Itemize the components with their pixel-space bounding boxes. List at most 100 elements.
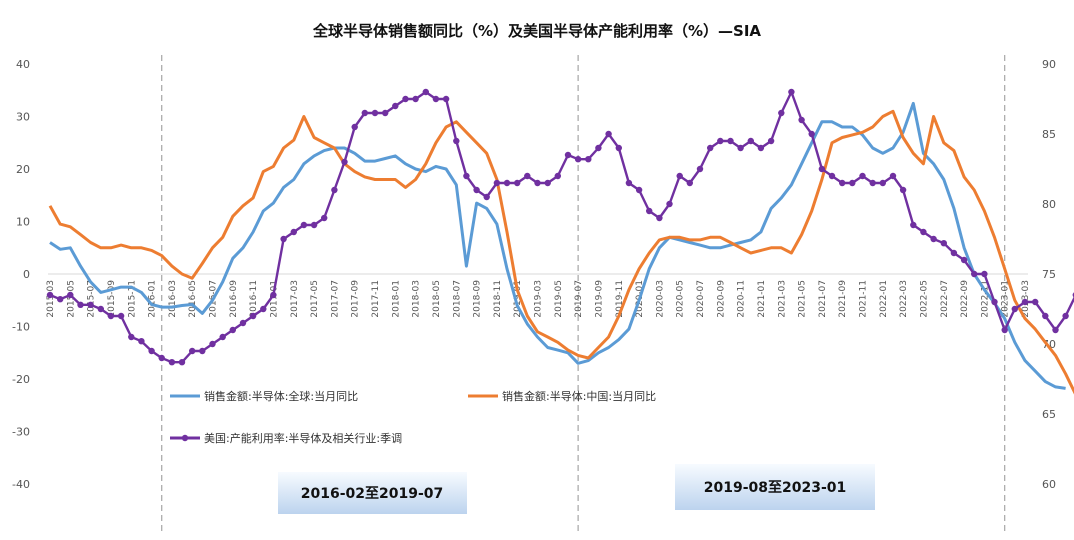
x-tick-label: 2019-07 xyxy=(574,280,584,318)
x-tick-label: 2020-11 xyxy=(737,280,747,318)
x-tick-label: 2020-03 xyxy=(655,280,665,318)
series-point xyxy=(971,270,978,278)
series-point xyxy=(788,88,795,96)
series-point xyxy=(727,137,734,145)
x-tick-label: 2019-09 xyxy=(594,280,604,318)
series-point xyxy=(991,298,998,306)
x-tick-label: 2015-05 xyxy=(66,280,76,318)
y-left-tick-label: 30 xyxy=(16,111,30,124)
x-tick-label: 2016-03 xyxy=(168,280,178,318)
x-tick-label: 2017-07 xyxy=(330,280,340,318)
legend: 销售金额:半导体:全球:当月同比 销售金额:半导体:中国:当月同比 美国:产能利… xyxy=(170,389,656,445)
x-tick-label: 2019-05 xyxy=(554,280,564,318)
series-point xyxy=(534,179,541,187)
x-tick-label: 2017-01 xyxy=(269,280,279,318)
series-point xyxy=(798,116,805,124)
series-point xyxy=(280,235,287,243)
series-point xyxy=(960,256,968,264)
series-point xyxy=(199,347,206,355)
series-point xyxy=(1062,312,1069,320)
series-point xyxy=(656,214,663,222)
series-point xyxy=(249,312,257,320)
series-point xyxy=(625,179,633,187)
x-tick-label: 2015-09 xyxy=(107,280,117,318)
legend-label-global: 销售金额:半导体:全球:当月同比 xyxy=(204,389,358,403)
series-point xyxy=(595,144,602,152)
series-point xyxy=(442,95,450,103)
x-tick-label: 2020-09 xyxy=(716,280,726,318)
x-tick-label: 2019-11 xyxy=(615,280,625,318)
y-left-tick-label: 0 xyxy=(23,268,30,281)
x-tick-label: 2019-01 xyxy=(513,280,523,318)
series-point xyxy=(412,95,419,103)
series-point xyxy=(676,172,683,180)
series-point xyxy=(564,151,572,159)
series-line-0 xyxy=(49,101,1066,390)
series-point xyxy=(585,156,592,163)
series-point xyxy=(514,179,521,187)
x-tick-label: 2021-03 xyxy=(777,280,787,318)
y-right-tick-label: 80 xyxy=(1042,198,1056,211)
series-point xyxy=(1042,312,1049,320)
series-point xyxy=(646,207,653,215)
series-point xyxy=(839,179,846,187)
series-point xyxy=(77,301,84,308)
x-tick-label: 2020-07 xyxy=(696,280,706,318)
series-point xyxy=(635,186,643,194)
x-tick-label: 2015-07 xyxy=(87,280,97,318)
series-point xyxy=(117,312,125,320)
x-tick-label: 2021-05 xyxy=(798,280,808,318)
x-tick-label: 2022-01 xyxy=(879,280,889,318)
series-point xyxy=(1021,298,1029,306)
legend-label-china: 销售金额:半导体:中国:当月同比 xyxy=(502,389,656,403)
series-point xyxy=(696,165,704,173)
series-point xyxy=(981,270,988,278)
x-tick-label: 2018-07 xyxy=(452,280,462,318)
x-tick-label: 2015-11 xyxy=(127,280,137,318)
series-point xyxy=(574,156,582,163)
series-point xyxy=(818,165,826,173)
x-tick-label: 2018-09 xyxy=(473,280,483,318)
series-point xyxy=(189,347,196,355)
series-point xyxy=(432,95,440,103)
x-tick-label: 2016-09 xyxy=(229,280,239,318)
series-point xyxy=(148,347,155,355)
x-tick-label: 2016-11 xyxy=(249,280,259,318)
series-point xyxy=(859,172,866,180)
y-right-tick-label: 85 xyxy=(1042,128,1056,141)
series-point xyxy=(1032,298,1039,306)
series-point xyxy=(331,186,338,194)
x-tick-label: 2017-11 xyxy=(371,280,381,318)
series-point xyxy=(300,221,308,229)
series-point xyxy=(87,301,94,308)
period-box-1: 2016-02至2019-07 xyxy=(278,472,467,514)
series-point xyxy=(158,354,165,362)
x-tick-label: 2016-01 xyxy=(148,280,158,318)
series-point xyxy=(493,179,501,187)
series-point xyxy=(605,130,612,138)
series-point xyxy=(1001,326,1008,334)
series-point xyxy=(707,144,714,152)
series-point xyxy=(737,144,744,152)
series-point xyxy=(270,291,277,299)
series-point xyxy=(168,359,176,366)
y-left-tick-label: -30 xyxy=(12,426,30,439)
series-point xyxy=(321,214,328,222)
series-point xyxy=(128,333,135,341)
series-point xyxy=(382,109,389,117)
series-point xyxy=(849,179,856,187)
series-point xyxy=(219,333,226,341)
series-point xyxy=(869,179,876,187)
y-right-tick-label: 60 xyxy=(1042,478,1056,491)
series-point xyxy=(97,305,105,313)
series-point xyxy=(503,179,511,187)
series-point xyxy=(422,88,429,96)
x-tick-label: 2021-09 xyxy=(838,280,848,318)
series-point xyxy=(178,359,186,366)
x-tick-label: 2018-11 xyxy=(493,280,503,318)
series-point xyxy=(778,109,785,117)
series-point xyxy=(473,186,480,194)
y-left-tick-label: 10 xyxy=(16,216,30,229)
x-tick-label: 2018-05 xyxy=(432,280,442,318)
